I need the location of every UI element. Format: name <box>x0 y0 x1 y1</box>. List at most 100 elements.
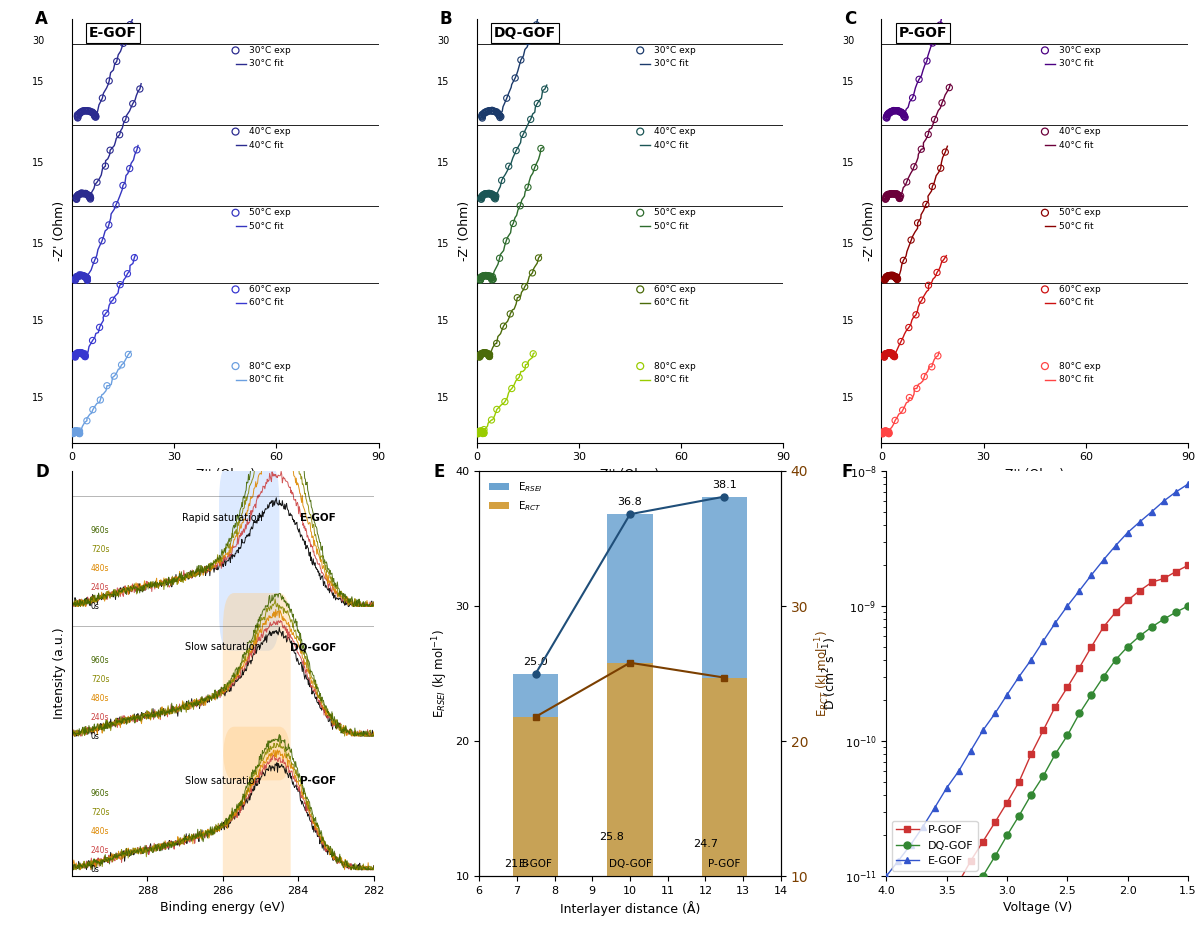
Text: 50°C fit: 50°C fit <box>250 221 283 231</box>
Point <box>76 347 95 362</box>
Point <box>888 272 907 287</box>
Point <box>468 425 487 440</box>
Point <box>480 187 499 202</box>
Point <box>76 186 95 201</box>
E-GOF <box>880 870 894 882</box>
Text: 50°C exp: 50°C exp <box>250 208 290 218</box>
Point <box>472 269 491 284</box>
Point <box>878 106 898 122</box>
Text: 480s: 480s <box>91 564 109 573</box>
Point <box>472 271 491 286</box>
Point <box>876 424 895 439</box>
Line: E-GOF: E-GOF <box>883 480 1192 880</box>
DQ-GOF <box>1048 749 1062 760</box>
Text: 80°C fit: 80°C fit <box>250 375 283 384</box>
Point <box>882 268 901 283</box>
Text: 15: 15 <box>32 393 44 402</box>
Point <box>116 112 136 127</box>
Point <box>930 18 949 33</box>
Point <box>64 426 83 441</box>
Text: 960s: 960s <box>91 656 109 665</box>
DQ-GOF <box>964 891 978 902</box>
Point <box>65 349 84 365</box>
Point <box>473 426 492 441</box>
Point <box>73 346 92 361</box>
Point <box>473 188 492 203</box>
Point <box>881 346 900 361</box>
Point <box>76 348 95 363</box>
Point <box>485 189 504 204</box>
Point <box>876 189 895 204</box>
Point <box>470 424 490 439</box>
Text: 960s: 960s <box>91 526 109 535</box>
Point <box>468 425 487 440</box>
Point <box>77 104 96 119</box>
Point <box>474 426 493 441</box>
Point <box>510 370 529 385</box>
Point <box>883 187 902 202</box>
Point <box>65 424 84 439</box>
Point <box>872 425 892 440</box>
P-GOF <box>1145 577 1159 588</box>
Point <box>876 191 895 206</box>
X-axis label: Z'' (Ohm): Z'' (Ohm) <box>196 468 254 481</box>
Point <box>85 108 104 123</box>
Point <box>872 426 892 441</box>
Point <box>83 402 102 417</box>
Point <box>878 425 898 440</box>
Point <box>878 346 898 361</box>
Point <box>101 142 120 157</box>
Point <box>85 107 104 122</box>
Point <box>876 424 895 439</box>
E-GOF <box>1085 569 1099 580</box>
Point <box>226 282 245 297</box>
Text: 40°C fit: 40°C fit <box>654 140 689 150</box>
Point <box>85 108 104 123</box>
Point <box>68 424 88 439</box>
Point <box>469 424 488 439</box>
Point <box>468 426 487 441</box>
Point <box>876 347 895 362</box>
Text: 60°C exp: 60°C exp <box>250 284 290 294</box>
Point <box>226 359 245 374</box>
Point <box>898 174 917 189</box>
Point <box>923 36 942 51</box>
Point <box>469 426 488 441</box>
Point <box>469 425 488 440</box>
Point <box>880 346 899 361</box>
Point <box>474 426 493 441</box>
Point <box>881 346 900 361</box>
Point <box>480 186 499 201</box>
Point <box>877 346 896 361</box>
Point <box>482 272 502 287</box>
E-GOF <box>1012 671 1026 682</box>
Point <box>67 424 86 439</box>
Point <box>475 105 494 120</box>
Point <box>78 272 97 287</box>
Point <box>486 188 505 203</box>
Point <box>118 267 137 282</box>
Point <box>474 422 493 437</box>
Text: 30°C exp: 30°C exp <box>654 46 696 55</box>
Point <box>74 104 94 119</box>
Point <box>506 143 526 158</box>
Point <box>77 272 96 287</box>
Point <box>876 424 895 439</box>
Text: 40°C exp: 40°C exp <box>1058 127 1100 136</box>
Point <box>876 269 895 284</box>
Point <box>80 191 100 206</box>
DQ-GOF <box>1157 613 1171 625</box>
Point <box>485 188 504 203</box>
Point <box>482 270 502 285</box>
Point <box>479 349 498 364</box>
Point <box>78 273 97 288</box>
Point <box>874 425 893 440</box>
Point <box>67 109 86 124</box>
Point <box>886 187 905 202</box>
E-GOF <box>904 839 918 851</box>
Point <box>470 349 490 365</box>
Point <box>473 346 492 361</box>
Point <box>74 347 94 362</box>
Point <box>878 268 898 284</box>
Point <box>73 346 92 361</box>
